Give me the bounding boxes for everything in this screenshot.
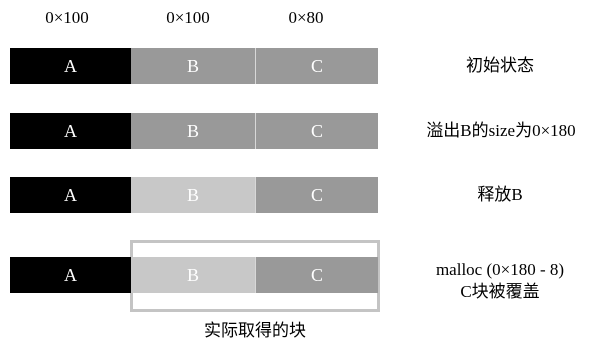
row-3-caption-line-1: 释放B xyxy=(477,185,523,204)
row-1-caption: 初始状态 xyxy=(420,55,580,77)
row-4-caption: malloc (0×180 - 8) C块被覆盖 xyxy=(405,259,595,303)
row-2-caption-line-1: 溢出B的size为0×180 xyxy=(426,121,576,140)
chunk-b: B xyxy=(131,113,256,149)
chunk-b-freed: B xyxy=(131,177,256,213)
row-4-caption-line-1: malloc (0×180 - 8) xyxy=(435,260,565,279)
heap-row-2: A B C xyxy=(10,113,378,149)
heap-row-4: A B C xyxy=(10,257,378,293)
row-3-caption: 释放B xyxy=(420,184,580,206)
size-label-b: 0×100 xyxy=(166,8,210,27)
chunk-a: A xyxy=(10,113,131,149)
row-4-caption-line-2: C块被覆盖 xyxy=(460,282,540,301)
chunk-c: C xyxy=(256,177,378,213)
chunk-b-reused: B xyxy=(131,257,256,293)
heap-row-1: A B C xyxy=(10,48,378,84)
chunk-a: A xyxy=(10,257,131,293)
chunk-c-overwritten: C xyxy=(256,257,378,293)
row-2-caption: 溢出B的size为0×180 xyxy=(406,120,596,142)
size-label-a: 0×100 xyxy=(45,8,89,27)
row-1-caption-line-1: 初始状态 xyxy=(466,56,534,75)
heap-row-3: A B C xyxy=(10,177,378,213)
chunk-a: A xyxy=(10,177,131,213)
acquired-chunk-label: 实际取得的块 xyxy=(204,321,306,340)
chunk-b: B xyxy=(131,48,256,84)
size-label-c: 0×80 xyxy=(288,8,324,27)
chunk-a: A xyxy=(10,48,131,84)
chunk-c: C xyxy=(256,48,378,84)
chunk-c: C xyxy=(256,113,378,149)
